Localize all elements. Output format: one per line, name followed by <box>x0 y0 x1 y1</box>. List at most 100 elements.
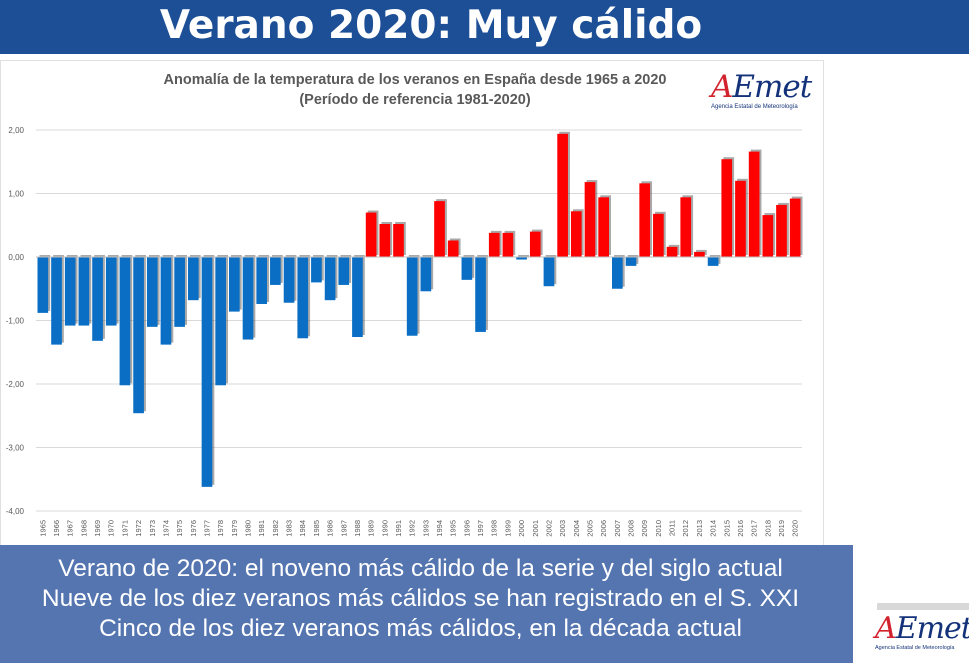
bar <box>612 257 623 289</box>
x-tick-label: 2017 <box>750 520 759 537</box>
x-tick-label: 2018 <box>763 520 772 537</box>
bar <box>283 257 295 303</box>
bar <box>543 257 555 287</box>
bar <box>694 251 705 257</box>
x-tick-label: 1971 <box>120 520 129 537</box>
x-tick-label: 2016 <box>736 520 745 537</box>
bar <box>393 223 404 257</box>
aemet-logo-corner-word: AEmet <box>875 611 969 646</box>
x-tick-label: 1972 <box>134 520 143 537</box>
x-tick-label: 1968 <box>79 520 88 537</box>
x-tick-label: 1974 <box>161 520 170 537</box>
caption-line-1: Verano de 2020: el noveno más cálido de … <box>58 555 783 582</box>
x-tick-label: 1989 <box>367 520 376 537</box>
bar <box>215 257 226 386</box>
chart-area: -4,00 -3,00 -2,00 -1,00 0,00 1,00 2,00 1965 1966… <box>0 58 969 548</box>
chart-title-line1: Anomalía de la temperatura de los verano… <box>163 72 667 88</box>
bar <box>570 211 582 257</box>
bar <box>187 257 199 301</box>
x-tick-label: 2002 <box>544 520 553 537</box>
bar <box>529 231 541 257</box>
x-tick-label: 1975 <box>175 520 184 537</box>
x-tick-label: 1998 <box>490 520 499 537</box>
x-tick-label: 1990 <box>380 520 389 537</box>
x-tick-label: 2012 <box>681 520 690 537</box>
bar <box>311 257 322 283</box>
bar <box>789 198 801 257</box>
bar <box>434 201 445 257</box>
x-tick-label: 1991 <box>394 520 403 537</box>
temperature-anomaly-chart: -4,00 -3,00 -2,00 -1,00 0,00 1,00 2,00 1965 1966… <box>0 60 824 546</box>
x-tick-label: 2014 <box>709 520 718 537</box>
bar <box>64 257 76 326</box>
x-tick-label: 1988 <box>353 520 362 537</box>
x-tick-label: 1994 <box>435 520 444 537</box>
bar <box>338 257 350 285</box>
y-tick-label: 0,00 <box>8 253 24 262</box>
x-tick-label: 1973 <box>148 520 157 537</box>
bar <box>735 180 746 257</box>
x-tick-label: 1982 <box>271 520 280 537</box>
bar <box>242 257 254 340</box>
x-tick-label: 1993 <box>421 520 430 537</box>
x-tick-label: 1969 <box>93 520 102 537</box>
x-tick-label: 1985 <box>312 520 321 537</box>
x-tick-label: 1980 <box>244 520 253 537</box>
x-tick-label: 1996 <box>462 520 471 537</box>
bar <box>447 240 459 257</box>
x-tick-label: 1966 <box>52 520 61 537</box>
x-tick-label: 2006 <box>599 520 608 537</box>
x-tick-label: 2019 <box>777 520 786 537</box>
x-tick-label: 2011 <box>668 520 677 536</box>
aemet-logo-corner-subtitle: Agencia Estatal de Meteorología <box>875 645 955 651</box>
bar <box>297 257 309 339</box>
y-tick-label: -4,00 <box>6 507 25 516</box>
bar <box>584 182 596 257</box>
bar <box>365 212 377 257</box>
bar <box>160 257 172 345</box>
aemet-logo-corner: AEmet Agencia Estatal de Meteorología <box>875 611 969 652</box>
x-tick-label: 1999 <box>503 520 512 537</box>
caption-line-2: Nueve de los diez veranos más cálidos se… <box>41 585 800 612</box>
x-tick-label: 1976 <box>189 520 198 537</box>
bar <box>653 213 664 257</box>
bar <box>352 257 363 338</box>
bar <box>105 257 117 326</box>
y-tick-label: -2,00 <box>6 380 25 389</box>
x-tick-label: 1978 <box>216 520 225 537</box>
bar <box>324 257 336 301</box>
bar <box>721 159 733 257</box>
x-tick-label: 2007 <box>613 520 622 537</box>
bar <box>625 257 637 266</box>
y-tick-label: -1,00 <box>6 317 25 326</box>
bar <box>776 204 787 257</box>
bar <box>639 183 651 257</box>
bar <box>488 232 500 257</box>
bar <box>680 197 692 257</box>
x-tick-label: 1984 <box>298 520 307 537</box>
bar <box>516 257 527 260</box>
x-tick-label: 2005 <box>585 520 594 537</box>
caption-box: Verano de 2020: el noveno más cálido de … <box>0 545 853 663</box>
x-tick-label: 1987 <box>339 520 348 537</box>
bar <box>598 197 609 257</box>
bar <box>406 257 418 336</box>
x-tick-label: 1995 <box>449 520 458 537</box>
x-tick-label: 2008 <box>627 520 636 537</box>
bar-shadow <box>518 255 529 258</box>
bar <box>420 257 432 292</box>
x-tick-label: 2000 <box>517 520 526 537</box>
bar <box>201 257 213 487</box>
x-tick-label: 1977 <box>202 520 211 537</box>
x-tick-label: 2001 <box>531 520 540 537</box>
caption-line-3: Cinco de los diez veranos más cálidos, e… <box>99 615 742 642</box>
x-tick-label: 1970 <box>107 520 116 537</box>
bar <box>666 246 678 257</box>
y-tick-label: 2,00 <box>8 126 24 135</box>
bar <box>502 232 514 257</box>
title-banner: Verano 2020: Muy cálido <box>0 0 969 54</box>
x-tick-label: 1983 <box>285 520 294 537</box>
divider-bar <box>877 603 969 610</box>
x-tick-label: 2004 <box>572 520 581 537</box>
x-tick-label: 1965 <box>38 520 47 537</box>
